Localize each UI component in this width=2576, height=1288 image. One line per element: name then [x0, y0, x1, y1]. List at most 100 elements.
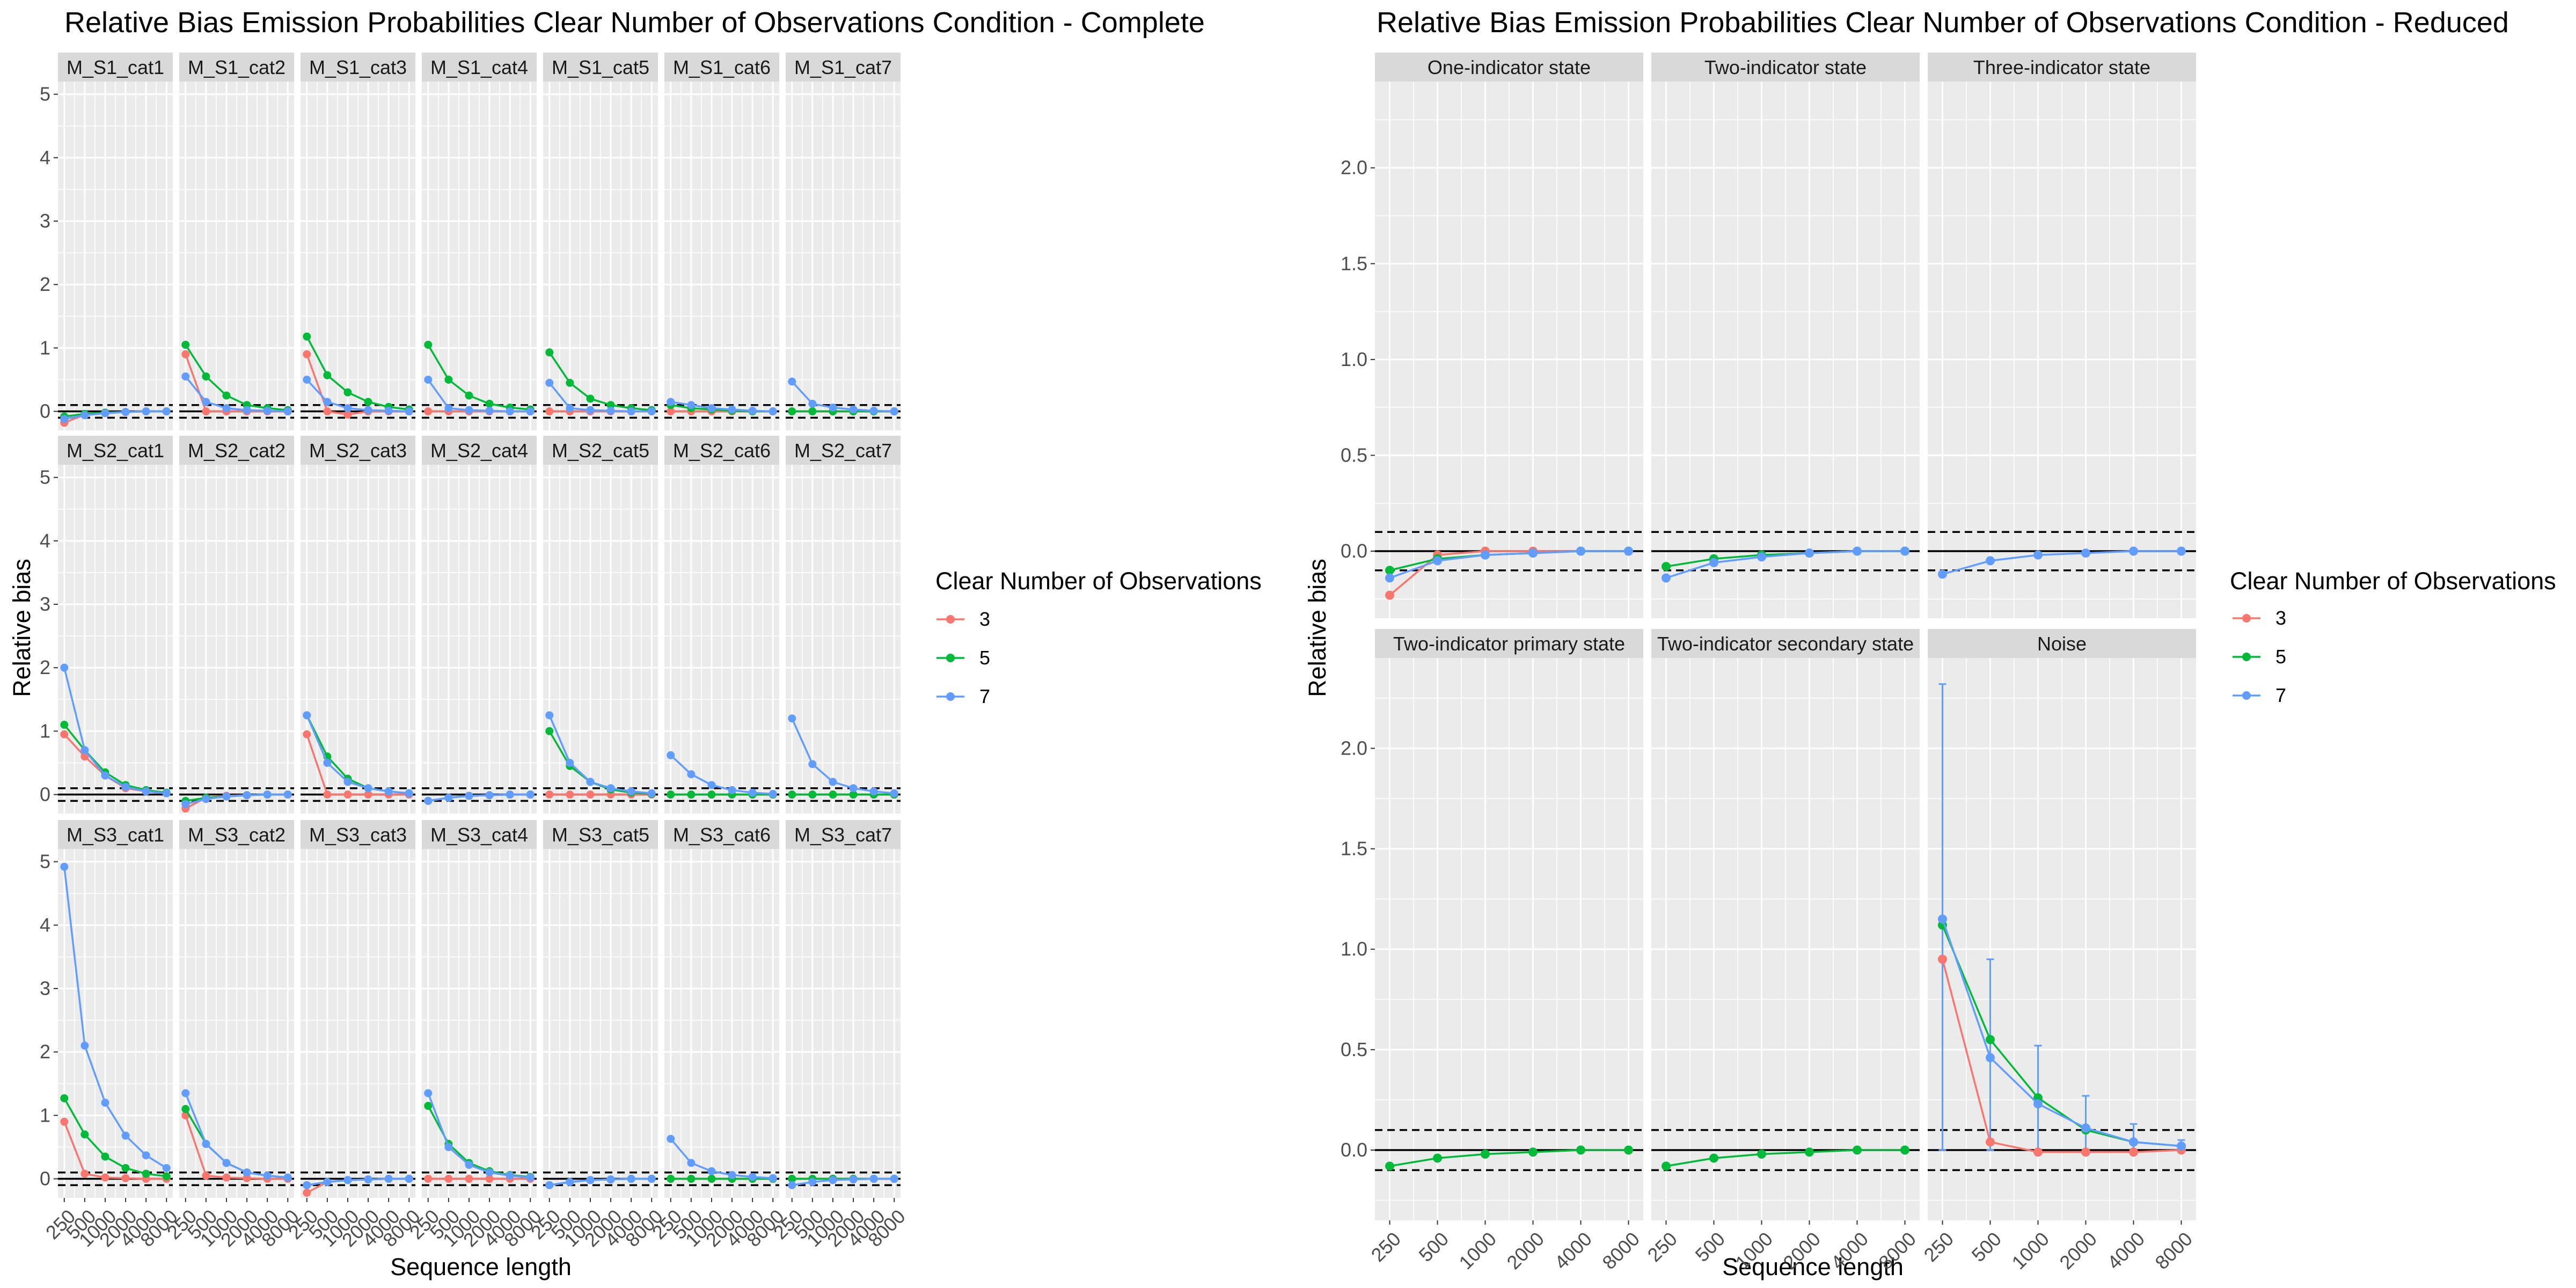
data-point: [890, 1175, 898, 1183]
data-point: [2177, 546, 2186, 556]
data-point: [728, 786, 736, 794]
data-point: [2081, 1123, 2090, 1133]
data-point: [303, 332, 311, 341]
y-tick-label: 2.0: [1341, 157, 1367, 179]
data-point: [890, 407, 898, 416]
series-line-5: [1666, 1149, 1905, 1167]
data-point: [142, 787, 150, 796]
data-point: [424, 375, 433, 384]
data-point: [545, 727, 554, 735]
data-point: [849, 1175, 858, 1184]
data-point: [586, 791, 595, 799]
data-point: [283, 791, 292, 799]
panel-group: One-indicator state0.00.51.01.52.0Two-in…: [1341, 53, 2197, 1274]
panel-label: M_S1_cat5: [552, 56, 649, 78]
data-point: [181, 340, 190, 349]
panel: Two-indicator state: [1651, 53, 1920, 618]
panel-strip: [179, 436, 294, 465]
data-point: [80, 1041, 89, 1050]
data-point: [1662, 1161, 1671, 1171]
y-tick-label: 0.5: [1341, 1038, 1367, 1060]
panel-label: M_S2_cat7: [794, 440, 892, 462]
data-point: [424, 796, 433, 805]
data-point: [303, 1189, 311, 1197]
data-point: [2177, 1141, 2186, 1151]
data-point: [465, 1175, 473, 1183]
legend-key-point: [946, 692, 955, 701]
panel-label: M_S2_cat5: [552, 440, 649, 462]
data-point: [1900, 1145, 1909, 1155]
data-point: [1528, 548, 1538, 558]
panel: M_S1_cat1 0 1 2 3 4 5: [40, 53, 173, 430]
x-tick-label: 4000: [1550, 1228, 1596, 1274]
data-point: [1757, 552, 1766, 562]
series-line-5: [1389, 1149, 1629, 1167]
data-point: [263, 791, 272, 799]
data-point: [202, 795, 210, 803]
y-tick-label: 5: [40, 851, 50, 873]
panel-strip: [179, 53, 294, 82]
data-point: [202, 398, 210, 406]
data-point: [849, 791, 858, 799]
data-point: [283, 407, 292, 416]
data-point: [1938, 569, 1947, 579]
series-line-3: [1941, 958, 2182, 1153]
data-point: [1709, 558, 1718, 567]
panel-strip: [58, 436, 173, 465]
x-tick-label: 4000: [2103, 1228, 2149, 1274]
legend-key-point: [2242, 691, 2251, 700]
data-point: [222, 404, 231, 413]
panel-label: Noise: [2037, 633, 2087, 655]
legend-title: Clear Number of Observations: [935, 567, 1262, 595]
data-point: [526, 1173, 535, 1182]
data-point: [829, 791, 837, 799]
data-point: [808, 407, 817, 416]
data-point: [424, 407, 433, 416]
data-point: [808, 791, 817, 799]
panel-strip: [301, 53, 415, 82]
data-point: [444, 1175, 453, 1183]
data-point: [1385, 590, 1394, 600]
data-point: [303, 375, 311, 384]
data-point: [748, 788, 757, 797]
y-tick-label: 1.5: [1341, 838, 1367, 860]
series-line-7: [1389, 550, 1629, 579]
data-point: [849, 405, 858, 414]
panel-label: M_S2_cat6: [673, 440, 771, 462]
panel-label: M_S2_cat1: [67, 440, 164, 462]
y-tick-label: 1: [40, 1104, 50, 1126]
data-point: [788, 407, 796, 416]
data-point: [323, 371, 332, 379]
data-point: [2129, 546, 2138, 556]
data-point: [506, 1172, 514, 1180]
data-point: [808, 399, 817, 408]
data-point: [890, 789, 898, 797]
y-tick-label: 1: [40, 720, 50, 742]
data-point: [1576, 1145, 1585, 1155]
data-point: [323, 407, 332, 416]
data-point: [545, 791, 554, 799]
panel: M_S1_cat7: [786, 53, 901, 430]
data-point: [121, 782, 130, 791]
data-point: [384, 1175, 393, 1183]
data-point: [222, 391, 231, 400]
data-point: [687, 791, 696, 799]
panel-label: M_S3_cat3: [309, 824, 407, 846]
data-point: [384, 787, 393, 796]
data-point: [2033, 1099, 2043, 1109]
data-point: [444, 375, 453, 384]
data-point: [647, 1175, 656, 1183]
legend-key-point: [946, 654, 955, 662]
data-point: [424, 340, 433, 349]
data-point: [202, 1172, 210, 1180]
data-point: [162, 1172, 171, 1181]
data-point: [202, 407, 210, 416]
data-point: [465, 1161, 473, 1169]
data-point: [1757, 1149, 1766, 1159]
data-point: [647, 789, 656, 797]
data-point: [2129, 1147, 2138, 1157]
data-point: [1662, 562, 1671, 572]
data-point: [343, 410, 352, 419]
data-point: [121, 1163, 130, 1172]
